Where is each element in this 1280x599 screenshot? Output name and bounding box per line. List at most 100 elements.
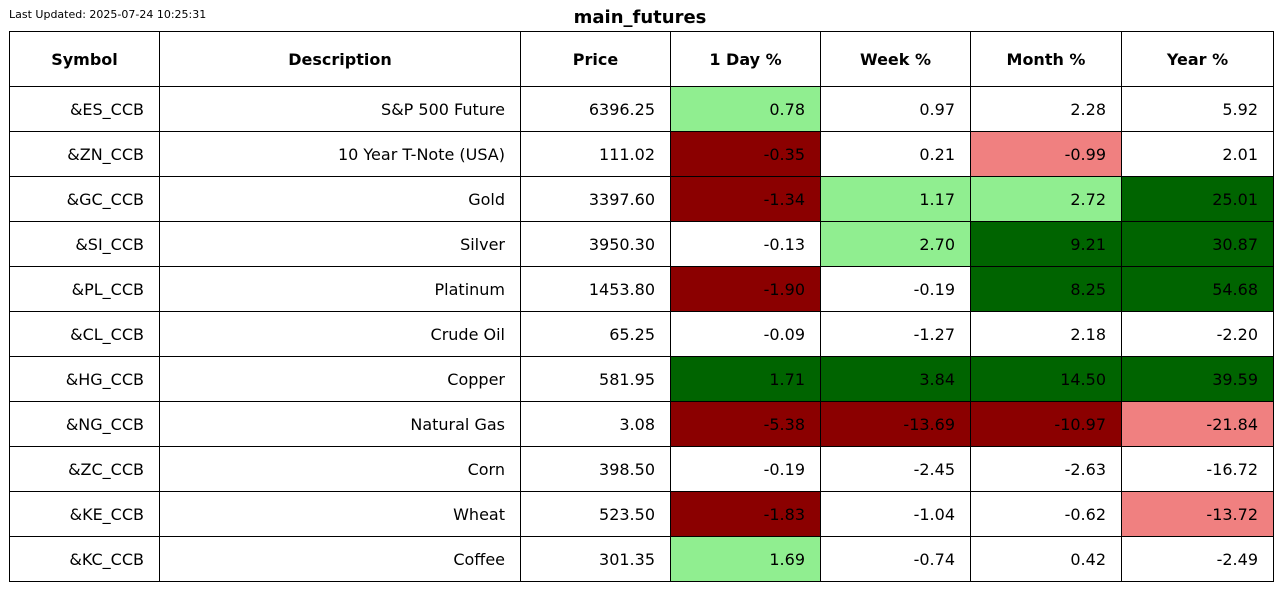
table-row: &SI_CCB Silver 3950.30 -0.13 2.70 9.21 30.87 <box>9 221 1274 267</box>
symbol-cell: &KE_CCB <box>9 491 160 537</box>
symbol-cell: &ZN_CCB <box>9 131 160 177</box>
symbol-cell: &SI_CCB <box>9 221 160 267</box>
header-price: Price <box>520 31 671 87</box>
price-cell: 3.08 <box>520 401 671 447</box>
symbol-cell: &PL_CCB <box>9 266 160 312</box>
price-cell: 111.02 <box>520 131 671 177</box>
price-cell: 301.35 <box>520 536 671 582</box>
day-pct-cell: -1.83 <box>670 491 821 537</box>
table-row: &KC_CCB Coffee 301.35 1.69 -0.74 0.42 -2.49 <box>9 536 1274 582</box>
month-pct-cell: 8.25 <box>970 266 1122 312</box>
week-pct-cell: -0.74 <box>820 536 971 582</box>
description-cell: Crude Oil <box>159 311 521 357</box>
week-pct-cell: -13.69 <box>820 401 971 447</box>
description-cell: S&P 500 Future <box>159 86 521 132</box>
table-row: &NG_CCB Natural Gas 3.08 -5.38 -13.69 -10.97-… <box>9 401 1274 447</box>
description-cell: Silver <box>159 221 521 267</box>
week-pct-cell: -1.27 <box>820 311 971 357</box>
table-title: main_futures <box>573 7 707 28</box>
table-row: &PL_CCB Platinum 1453.80 -1.90 -0.19 8.25 54.6… <box>9 266 1274 312</box>
month-pct-cell: 2.72 <box>970 176 1122 222</box>
month-pct-cell: 2.18 <box>970 311 1122 357</box>
description-cell: Corn <box>159 446 521 492</box>
price-cell: 65.25 <box>520 311 671 357</box>
month-pct-cell: 9.21 <box>970 221 1122 267</box>
year-pct-cell: 30.87 <box>1121 221 1274 267</box>
year-pct-cell: 54.68 <box>1121 266 1274 312</box>
description-cell: Wheat <box>159 491 521 537</box>
table-row: &ES_CCB S&P 500 Future 6396.25 0.78 0.97 2.28… <box>9 86 1274 132</box>
table-row: &HG_CCB Copper 581.95 1.71 3.84 14.50 39.59 <box>9 356 1274 402</box>
symbol-cell: &GC_CCB <box>9 176 160 222</box>
table-row: &GC_CCB Gold 3397.60 -1.34 1.17 2.72 25.01 <box>9 176 1274 222</box>
table-row: &ZC_CCB Corn 398.50 -0.19 -2.45 -2.63 -16.72 <box>9 446 1274 492</box>
price-cell: 3397.60 <box>520 176 671 222</box>
header-1-day-pct: 1 Day % <box>670 31 821 87</box>
description-cell: Platinum <box>159 266 521 312</box>
week-pct-cell: 1.17 <box>820 176 971 222</box>
symbol-cell: &ES_CCB <box>9 86 160 132</box>
table-row: &CL_CCB Crude Oil 65.25 -0.09 -1.27 2.18 -2.20 <box>9 311 1274 357</box>
day-pct-cell: -5.38 <box>670 401 821 447</box>
year-pct-cell: -13.72 <box>1121 491 1274 537</box>
price-cell: 6396.25 <box>520 86 671 132</box>
last-updated-timestamp: Last Updated: 2025-07-24 10:25:31 <box>9 8 207 21</box>
week-pct-cell: -0.19 <box>820 266 971 312</box>
day-pct-cell: 1.71 <box>670 356 821 402</box>
year-pct-cell: -21.84 <box>1121 401 1274 447</box>
day-pct-cell: -1.90 <box>670 266 821 312</box>
header-row: Symbol Description Price 1 Day % Week % … <box>9 31 1274 87</box>
day-pct-cell: 1.69 <box>670 536 821 582</box>
header-description: Description <box>159 31 521 87</box>
year-pct-cell: -16.72 <box>1121 446 1274 492</box>
price-cell: 523.50 <box>520 491 671 537</box>
week-pct-cell: -1.04 <box>820 491 971 537</box>
day-pct-cell: -0.35 <box>670 131 821 177</box>
week-pct-cell: 2.70 <box>820 221 971 267</box>
description-cell: 10 Year T-Note (USA) <box>159 131 521 177</box>
month-pct-cell: -0.62 <box>970 491 1122 537</box>
header-month-pct: Month % <box>970 31 1122 87</box>
description-cell: Gold <box>159 176 521 222</box>
month-pct-cell: 14.50 <box>970 356 1122 402</box>
day-pct-cell: -1.34 <box>670 176 821 222</box>
price-cell: 581.95 <box>520 356 671 402</box>
week-pct-cell: 0.97 <box>820 86 971 132</box>
month-pct-cell: -10.97 <box>970 401 1122 447</box>
header-year-pct: Year % <box>1121 31 1274 87</box>
description-cell: Copper <box>159 356 521 402</box>
year-pct-cell: 25.01 <box>1121 176 1274 222</box>
year-pct-cell: 2.01 <box>1121 131 1274 177</box>
year-pct-cell: -2.20 <box>1121 311 1274 357</box>
table-row: &KE_CCB Wheat 523.50 -1.83 -1.04 -0.62 -13.72 <box>9 491 1274 537</box>
price-cell: 3950.30 <box>520 221 671 267</box>
week-pct-cell: 3.84 <box>820 356 971 402</box>
price-cell: 398.50 <box>520 446 671 492</box>
description-cell: Coffee <box>159 536 521 582</box>
year-pct-cell: 39.59 <box>1121 356 1274 402</box>
table-row: &ZN_CCB 10 Year T-Note (USA) 111.02 -0.35 0.… <box>9 131 1274 177</box>
symbol-cell: &HG_CCB <box>9 356 160 402</box>
day-pct-cell: -0.19 <box>670 446 821 492</box>
symbol-cell: &CL_CCB <box>9 311 160 357</box>
month-pct-cell: -2.63 <box>970 446 1122 492</box>
price-cell: 1453.80 <box>520 266 671 312</box>
week-pct-cell: 0.21 <box>820 131 971 177</box>
symbol-cell: &KC_CCB <box>9 536 160 582</box>
futures-table: Symbol Description Price 1 Day % Week % … <box>9 31 1274 582</box>
day-pct-cell: -0.13 <box>670 221 821 267</box>
description-cell: Natural Gas <box>159 401 521 447</box>
table-body: &ES_CCB S&P 500 Future 6396.25 0.78 0.97 2.28… <box>9 86 1274 582</box>
day-pct-cell: -0.09 <box>670 311 821 357</box>
month-pct-cell: 2.28 <box>970 86 1122 132</box>
symbol-cell: &ZC_CCB <box>9 446 160 492</box>
day-pct-cell: 0.78 <box>670 86 821 132</box>
month-pct-cell: -0.99 <box>970 131 1122 177</box>
symbol-cell: &NG_CCB <box>9 401 160 447</box>
header-week-pct: Week % <box>820 31 971 87</box>
month-pct-cell: 0.42 <box>970 536 1122 582</box>
week-pct-cell: -2.45 <box>820 446 971 492</box>
year-pct-cell: -2.49 <box>1121 536 1274 582</box>
year-pct-cell: 5.92 <box>1121 86 1274 132</box>
header-symbol: Symbol <box>9 31 160 87</box>
